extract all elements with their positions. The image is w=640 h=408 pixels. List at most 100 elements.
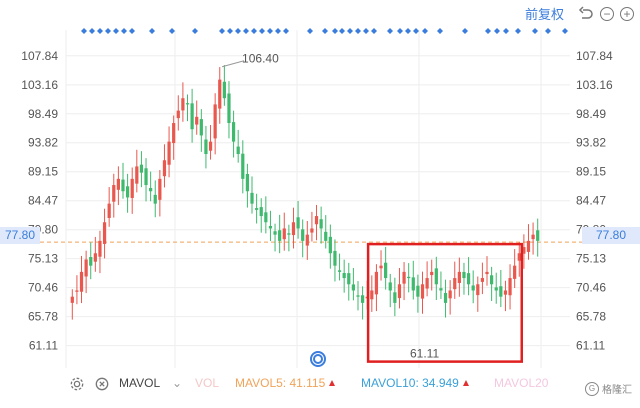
event-marker <box>113 28 119 34</box>
candle-body <box>425 278 429 289</box>
highlight-box <box>366 242 523 363</box>
candle-body <box>494 287 498 291</box>
candle-body <box>434 268 438 285</box>
candle-body <box>287 233 291 235</box>
candle-body <box>457 271 461 283</box>
candle-body <box>112 185 116 202</box>
candle-body <box>513 265 517 279</box>
current-price-tag-left: 77.80 <box>0 227 40 244</box>
candle-body <box>328 236 332 254</box>
candle-body <box>172 123 176 144</box>
y-tick-label-left: 89.15 <box>28 165 58 179</box>
event-marker <box>169 28 175 34</box>
candle-body <box>388 282 392 291</box>
event-marker <box>532 28 538 34</box>
undo-icon[interactable] <box>578 5 594 22</box>
event-marker <box>97 28 103 34</box>
event-marker <box>259 28 265 34</box>
y-tick-label-right: 103.16 <box>576 78 613 92</box>
candle-body <box>370 290 374 300</box>
event-marker <box>332 28 338 34</box>
candle-body <box>102 222 107 244</box>
event-marker <box>339 28 345 34</box>
y-tick-label-right: 70.46 <box>576 281 606 295</box>
candle-body <box>139 164 144 173</box>
event-marker <box>462 28 468 34</box>
event-marker <box>81 28 87 34</box>
candle-body <box>453 278 457 290</box>
zoom-out-icon[interactable]: − <box>600 6 614 21</box>
y-tick-label-right: 98.49 <box>576 107 606 121</box>
candle-body <box>107 203 111 218</box>
candle-body <box>439 288 443 291</box>
candle-body <box>337 270 342 272</box>
chart-scroll-handle[interactable] <box>310 351 326 367</box>
candle-body <box>130 178 134 198</box>
event-marker <box>243 28 249 34</box>
candle-body <box>342 273 346 279</box>
candle-body <box>347 273 351 285</box>
candle-body <box>522 247 526 254</box>
high-pointer <box>221 60 245 68</box>
event-marker <box>545 28 551 34</box>
candle-body <box>208 141 213 151</box>
candle-body <box>536 230 540 241</box>
candle-body <box>333 250 337 266</box>
candle-body <box>75 290 79 292</box>
event-marker <box>347 28 353 34</box>
candle-body <box>116 178 120 190</box>
mavol20-label: MAVOL20 <box>494 376 549 390</box>
candle-body <box>176 110 180 119</box>
candle-body <box>70 296 74 303</box>
indicator-select[interactable]: MAVOL <box>119 376 161 390</box>
candle-body <box>158 178 162 200</box>
candle-body <box>79 271 84 292</box>
close-icon[interactable] <box>95 377 109 391</box>
zoom-in-icon[interactable]: + <box>620 6 634 21</box>
event-marker <box>405 28 411 34</box>
candle-body <box>503 290 508 295</box>
candle-body <box>490 275 494 285</box>
candle-body <box>443 292 448 303</box>
mavol5-label: MAVOL5: 41.115 <box>235 376 336 390</box>
candle-body <box>190 103 194 130</box>
candle-body <box>259 207 263 217</box>
candle-body <box>374 271 379 295</box>
candle-body <box>531 234 535 240</box>
y-tick-label-left: 93.82 <box>28 136 58 150</box>
candle-body <box>144 168 148 186</box>
candle-body <box>195 116 199 125</box>
event-marker <box>371 28 377 34</box>
candle-body <box>255 208 259 210</box>
candle-body <box>480 278 485 282</box>
y-tick-label-right: 107.84 <box>576 49 613 63</box>
candle-body <box>213 104 217 139</box>
candle-body <box>121 179 125 192</box>
candle-body <box>420 284 425 299</box>
candle-body <box>282 228 286 240</box>
candle-body <box>314 216 319 225</box>
candle-body <box>499 286 503 297</box>
candle-body <box>135 166 139 184</box>
event-marker <box>437 28 443 34</box>
candle-body <box>384 262 388 279</box>
candle-body <box>93 253 97 262</box>
gear-icon[interactable] <box>70 377 84 391</box>
y-tick-label-right: 75.13 <box>576 252 606 266</box>
y-tick-label-right: 84.47 <box>576 194 606 208</box>
event-marker <box>485 28 491 34</box>
chevron-down-icon[interactable]: ⌄ <box>172 376 183 390</box>
candle-body <box>278 230 282 241</box>
candle-body <box>199 119 203 136</box>
candle-body <box>227 93 231 124</box>
y-tick-label-right: 61.11 <box>576 339 605 353</box>
event-marker <box>355 28 361 34</box>
price-adjust-button[interactable]: 前复权 <box>524 7 564 22</box>
event-marker <box>129 28 135 34</box>
candle-body <box>462 271 466 279</box>
candle-body <box>291 222 296 236</box>
candle-body <box>319 219 323 229</box>
event-marker <box>283 28 289 34</box>
event-marker <box>322 28 328 34</box>
